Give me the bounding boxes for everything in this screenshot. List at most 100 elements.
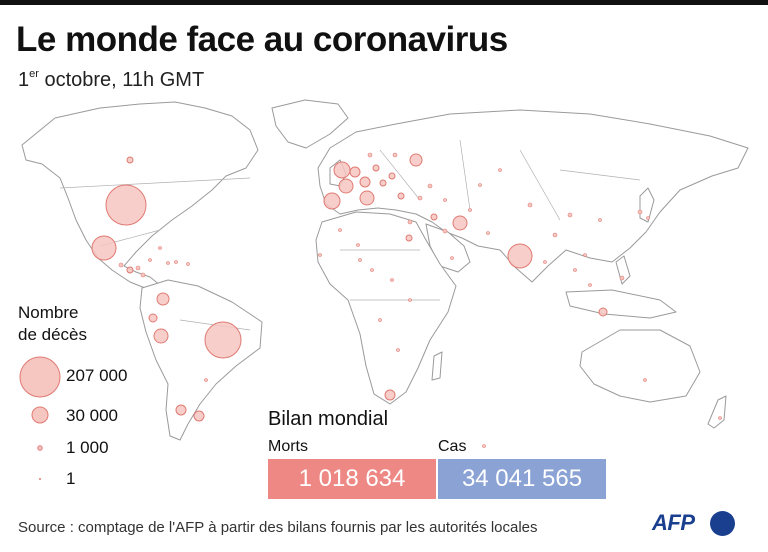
death-bubble <box>156 292 170 306</box>
death-bubble <box>338 228 342 232</box>
death-bubble <box>140 272 146 278</box>
greenland-shape <box>271 99 349 149</box>
death-bubble <box>567 212 573 218</box>
death-bubble <box>646 216 650 220</box>
death-bubble <box>552 232 558 238</box>
death-bubble <box>372 164 380 172</box>
legend-circle-medium <box>31 406 49 424</box>
death-bubble <box>148 258 152 262</box>
death-bubble <box>379 179 387 187</box>
legend-label-1000: 1 000 <box>66 438 109 457</box>
death-bubble <box>370 268 374 272</box>
legend-circle-large <box>19 356 61 398</box>
death-bubble <box>588 283 592 287</box>
death-bubble <box>643 378 647 382</box>
death-bubble <box>637 209 643 215</box>
death-bubble <box>443 198 447 202</box>
death-bubble <box>158 246 162 250</box>
death-bubble <box>135 265 141 271</box>
death-bubble <box>318 253 322 257</box>
death-bubble <box>527 202 533 208</box>
death-bubble <box>598 307 608 317</box>
global-toll-title: Bilan mondial <box>268 408 389 430</box>
death-bubble <box>573 268 577 272</box>
death-bubble <box>384 389 396 401</box>
deaths-value-box: 1 018 634 <box>268 459 436 499</box>
death-bubble <box>498 168 502 172</box>
death-bubble <box>507 243 533 269</box>
death-bubble <box>486 231 490 235</box>
death-bubble <box>333 161 351 179</box>
bubbles <box>91 152 722 448</box>
legend-circle-small <box>37 445 43 451</box>
australia-shape <box>579 329 701 403</box>
death-bubble <box>166 261 170 265</box>
cases-label: Cas <box>438 438 467 455</box>
legend-circle-tiny <box>39 478 41 480</box>
death-bubble <box>390 278 394 282</box>
deaths-label: Morts <box>268 438 308 455</box>
legend-label-207000: 207 000 <box>66 366 128 385</box>
death-bubble <box>468 208 472 212</box>
death-bubble <box>126 156 134 164</box>
source-note: Source : comptage de l'AFP à partir des … <box>18 519 538 536</box>
madagascar-shape <box>431 351 443 381</box>
death-bubble <box>359 176 371 188</box>
death-bubble <box>417 195 423 201</box>
death-bubble <box>126 266 134 274</box>
death-bubble <box>148 313 158 323</box>
top-rule <box>0 0 768 5</box>
death-bubble <box>378 318 382 322</box>
death-bubble <box>186 262 190 266</box>
death-bubble <box>427 183 433 189</box>
subtitle-day: 1 <box>18 69 30 91</box>
subtitle-date: octobre, 11h GMT <box>38 69 205 91</box>
afp-logo-dot <box>710 511 735 536</box>
death-bubble <box>349 166 361 178</box>
legend-label-30000: 30 000 <box>66 406 118 425</box>
death-bubble <box>396 348 400 352</box>
legend-title-line2: de décès <box>18 325 87 344</box>
death-bubble <box>408 298 412 302</box>
death-bubble <box>482 444 486 448</box>
legend-circles <box>19 356 61 480</box>
death-bubble <box>175 404 187 416</box>
death-bubble <box>204 321 242 359</box>
death-bubble <box>405 234 413 242</box>
death-bubble <box>598 218 602 222</box>
death-bubble <box>543 260 547 264</box>
legend-label-1: 1 <box>66 469 76 488</box>
indonesia-shape <box>565 289 677 319</box>
death-bubble <box>397 192 405 200</box>
death-bubble <box>204 378 208 382</box>
death-bubble <box>430 213 438 221</box>
afp-logo-text: AFP <box>652 510 695 535</box>
death-bubble <box>338 178 354 194</box>
page-title: Le monde face au coronavirus <box>16 20 508 59</box>
death-bubble <box>193 410 205 422</box>
death-bubble <box>323 192 341 210</box>
death-bubble <box>392 152 398 158</box>
death-bubble <box>174 260 178 264</box>
death-bubble <box>356 243 360 247</box>
internal-borders <box>59 139 641 331</box>
death-bubble <box>478 183 482 187</box>
eurasia-shape <box>317 109 749 283</box>
death-bubble <box>367 152 373 158</box>
death-bubble <box>407 219 413 225</box>
cases-value-box: 34 041 565 <box>438 459 606 499</box>
legend-title: Nombre de décès <box>18 302 87 346</box>
death-bubble <box>118 262 124 268</box>
death-bubble <box>359 190 375 206</box>
death-bubble <box>105 184 147 226</box>
death-bubble <box>388 172 396 180</box>
japan-shape <box>639 187 655 223</box>
death-bubble <box>583 253 587 257</box>
philippines-shape <box>615 255 631 285</box>
death-bubble <box>718 416 722 420</box>
death-bubble <box>358 258 362 262</box>
death-bubble <box>153 328 169 344</box>
subtitle-sup: er <box>29 68 39 80</box>
death-bubble <box>450 256 454 260</box>
